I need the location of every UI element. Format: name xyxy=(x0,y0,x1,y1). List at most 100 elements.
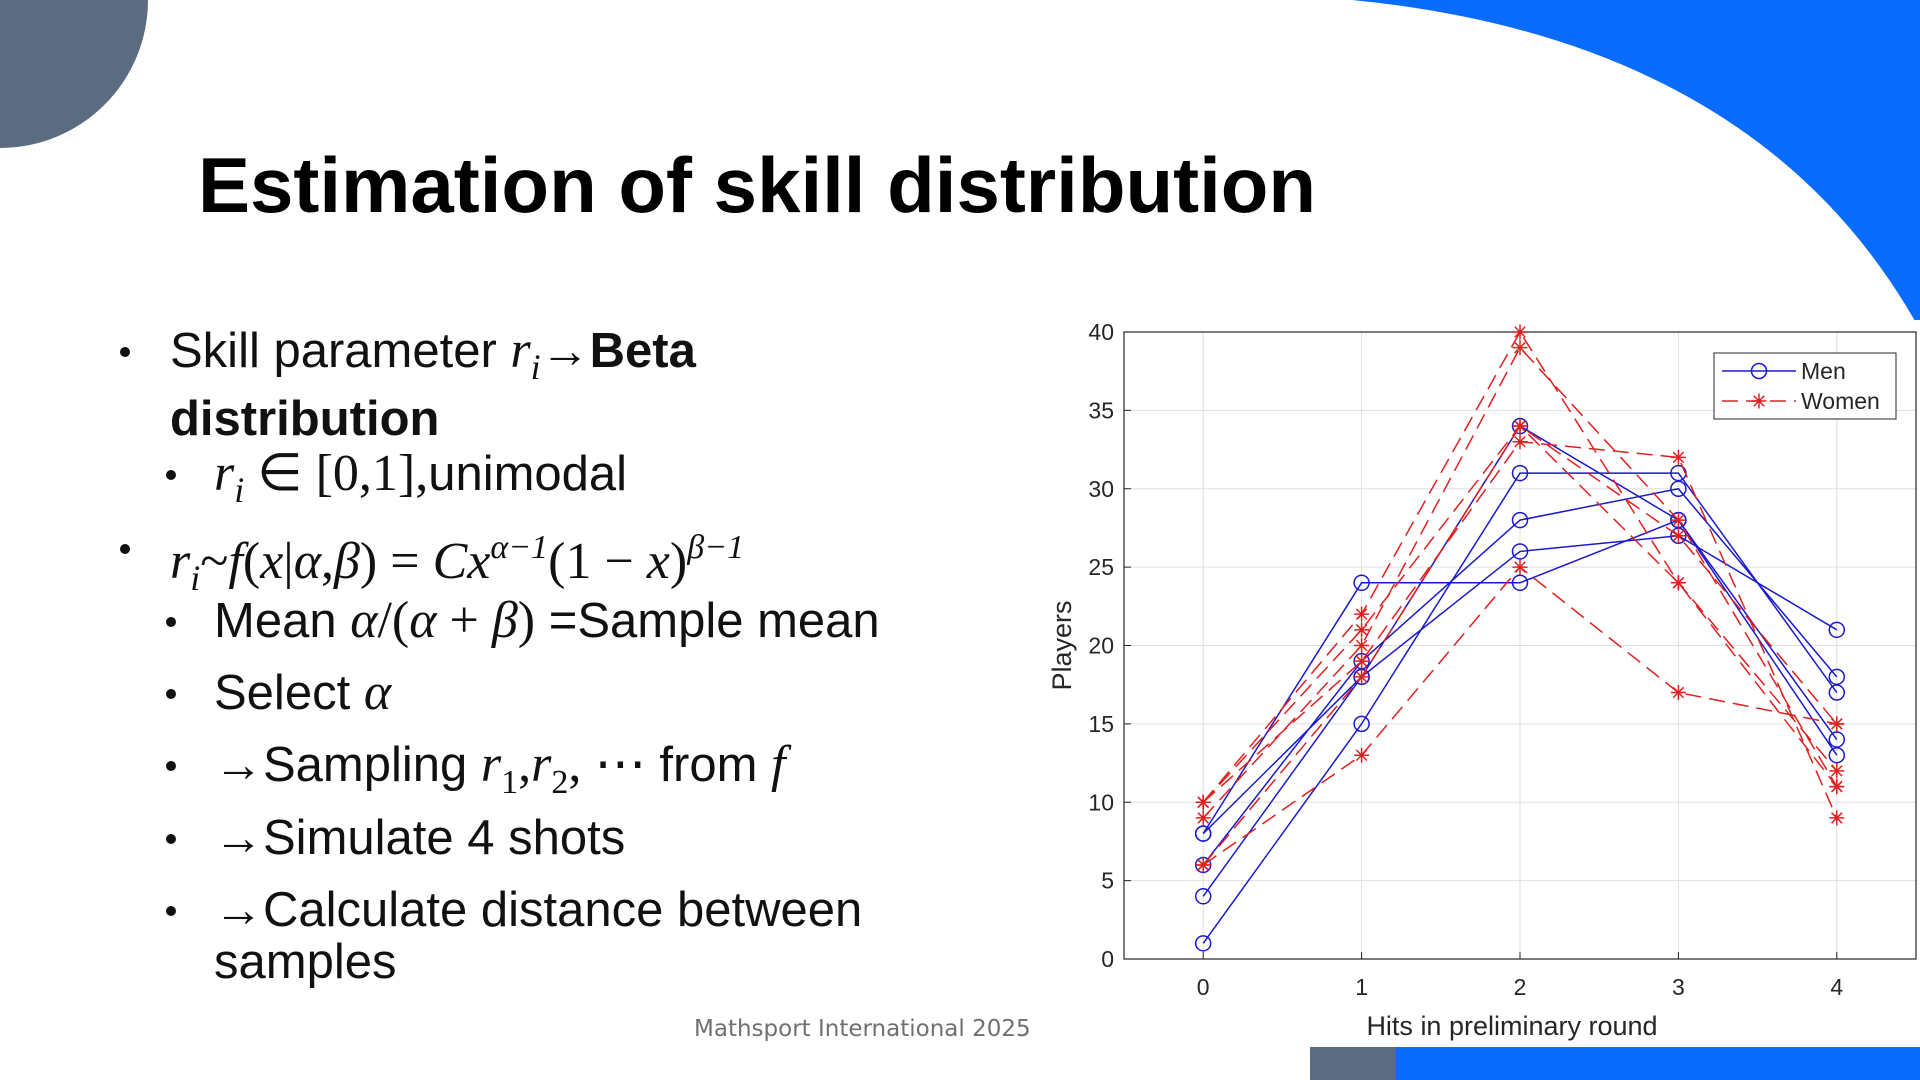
line xyxy=(1202,346,1838,819)
x-tick-label: 0 xyxy=(1197,974,1210,1000)
marker xyxy=(1512,340,1528,356)
bullet-dot xyxy=(166,689,176,699)
marker xyxy=(1353,715,1370,733)
bullet-dot xyxy=(166,906,176,916)
y-tick-label: 0 xyxy=(1101,946,1114,972)
marker xyxy=(1511,464,1529,482)
bullet-text: r xyxy=(480,736,502,793)
marker xyxy=(1511,574,1529,592)
bullet-text: , ⋯ xyxy=(568,736,660,793)
y-tick-label: 30 xyxy=(1088,476,1114,502)
bullet-text: ) xyxy=(517,592,536,649)
x-axis-label: Hits in preliminary round xyxy=(1366,1011,1657,1041)
bullet-text: | xyxy=(283,533,294,590)
marker xyxy=(1512,559,1528,575)
bullet-text: ~ xyxy=(200,533,229,590)
bullet-text: i xyxy=(190,558,201,598)
marker xyxy=(1194,825,1212,842)
bullet: ri~f(x|α,β) = Cxα−1(1 − x)β−1 xyxy=(120,522,1070,604)
bottom-shape xyxy=(1310,1047,1400,1080)
marker xyxy=(1354,747,1370,763)
marker xyxy=(1354,653,1370,669)
bullet-text: unimodal xyxy=(428,447,628,501)
marker xyxy=(1670,480,1687,497)
bullet-text: Skill parameter xyxy=(170,324,511,378)
bullet: Mean α/(α + β) =Sample mean xyxy=(166,592,1114,649)
marker xyxy=(1194,935,1212,952)
marker xyxy=(1829,763,1845,779)
y-tick-label: 35 xyxy=(1088,397,1114,423)
marker xyxy=(1512,418,1528,434)
marker xyxy=(1670,528,1686,544)
marker xyxy=(1194,888,1212,905)
bullet-text: C xyxy=(432,533,468,590)
corner-shape xyxy=(1352,0,1920,330)
marker xyxy=(1511,511,1529,529)
x-tick-label: 4 xyxy=(1830,974,1843,1000)
marker xyxy=(1354,606,1370,622)
marker xyxy=(1829,810,1845,826)
bullet-text: + xyxy=(436,592,492,649)
line xyxy=(1202,535,1838,835)
marker xyxy=(1670,575,1686,591)
bullet-text: α xyxy=(363,664,392,721)
bullet-text: r xyxy=(510,322,531,379)
bullet-text: β xyxy=(334,533,360,590)
bullet-text: →Simulate 4 shots xyxy=(214,811,626,865)
legend-marker xyxy=(1750,362,1768,380)
bullet-dot xyxy=(166,617,176,627)
marker xyxy=(1511,543,1529,560)
bullet-text: α xyxy=(293,533,321,590)
bullet-text: r xyxy=(170,533,191,590)
bullet-text: ) xyxy=(669,533,688,590)
bullet: Select α xyxy=(166,664,1114,721)
x-tick-label: 3 xyxy=(1672,974,1685,1000)
bullet-text: α xyxy=(350,592,378,649)
bullet-text: =Sample mean xyxy=(535,594,880,648)
y-tick-label: 5 xyxy=(1101,868,1114,894)
marker xyxy=(1195,857,1211,873)
bullet-text: i xyxy=(530,347,541,387)
bullet-text: 2 xyxy=(551,764,569,801)
bullet: →Simulate 4 shots xyxy=(166,811,1114,865)
bullet-dot xyxy=(120,347,130,357)
marker xyxy=(1354,622,1370,638)
chart: 0 5 10 15 20 25 30 35 40 0 1 2 3 4 Hits in preliminary… xyxy=(1030,319,1920,1047)
bullet-text: ) = xyxy=(359,533,433,590)
x-tick-label: 1 xyxy=(1355,974,1368,1000)
bullet-text: from xyxy=(659,738,772,792)
marker xyxy=(1195,810,1211,826)
marker xyxy=(1828,668,1846,686)
marker xyxy=(1670,449,1686,465)
bullet-text: r xyxy=(214,445,235,502)
bullet: Skill parameter ri→Beta distribution xyxy=(120,322,790,446)
bullet-text: , xyxy=(321,533,334,590)
marker xyxy=(1828,621,1846,639)
bullet-text: i xyxy=(234,470,245,510)
marker xyxy=(1354,669,1370,685)
marker xyxy=(1670,685,1686,701)
bullet-text: x xyxy=(467,533,491,590)
bullet-text: → xyxy=(540,324,590,378)
bullet-text: →Sampling xyxy=(214,738,481,792)
marker xyxy=(1828,731,1846,748)
marker xyxy=(1353,574,1370,592)
bullet-text: f xyxy=(228,533,243,590)
bullet-text: Mean xyxy=(214,594,351,648)
marker xyxy=(1670,512,1686,528)
bullet-text: Beta distribution xyxy=(170,324,696,446)
bullet-text: ( xyxy=(242,533,261,590)
bullet-text: x xyxy=(260,533,284,590)
bullet-text: β−1 xyxy=(687,529,745,566)
y-tick-label: 10 xyxy=(1088,789,1114,815)
legend-marker xyxy=(1751,393,1767,409)
legend-label: Men xyxy=(1801,358,1846,384)
bullet-text: r xyxy=(531,736,552,793)
bullet-text: (1 − xyxy=(548,533,647,590)
bullet-text: β xyxy=(491,592,518,649)
bullet-text: Select xyxy=(214,666,364,720)
marker xyxy=(1354,638,1370,653)
marker xyxy=(1195,794,1211,810)
